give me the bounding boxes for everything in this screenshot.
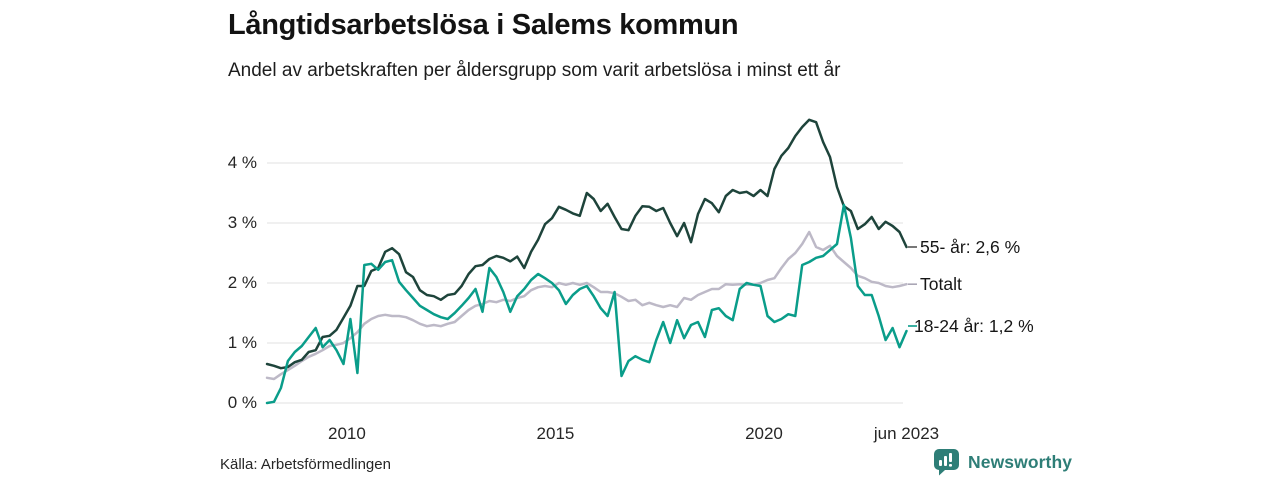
x-tick-label: 2010 <box>328 424 366 443</box>
legend-label-18-24-ar: 18-24 år: 1,2 % <box>914 316 1034 336</box>
newsworthy-logo-icon <box>934 449 959 476</box>
newsworthy-brand-name: Newsworthy <box>968 451 1073 472</box>
y-tick-label: 0 % <box>227 393 257 412</box>
chart-subtitle: Andel av arbetskraften per åldersgrupp s… <box>228 60 841 81</box>
series-line-18-24år <box>265 203 908 405</box>
chart-title: Långtidsarbetslösa i Salems kommun <box>228 9 739 41</box>
x-tick-label: 2015 <box>536 424 575 443</box>
newsworthy-brand: Newsworthy <box>933 448 1072 476</box>
source-note: Källa: Arbetsförmedlingen <box>220 456 391 473</box>
legend-label-totalt: Totalt <box>920 274 962 295</box>
y-tick-label: 4 % <box>227 153 257 172</box>
y-tick-label: 2 % <box>227 273 257 292</box>
series-line-55-år <box>265 118 908 370</box>
series-line-Totalt <box>265 230 908 381</box>
legend-label-55-ar: 55- år: 2,6 % <box>920 237 1021 257</box>
y-tick-label: 3 % <box>227 213 257 232</box>
x-tick-label: 2020 <box>745 424 783 443</box>
x-tick-label: jun 2023 <box>873 424 940 443</box>
y-tick-label: 1 % <box>227 333 257 352</box>
